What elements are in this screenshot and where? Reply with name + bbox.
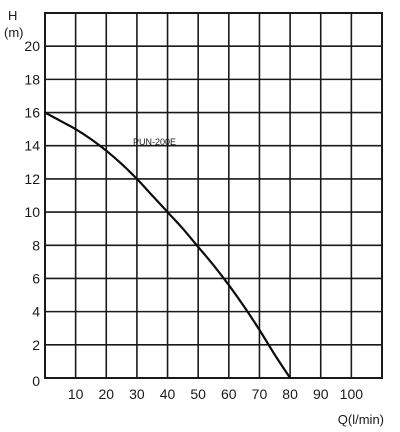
x-tick-label: 30 [129, 386, 145, 402]
chart-grid [44, 12, 383, 379]
y-tick-label: 4 [32, 304, 40, 320]
y-tick-label: 14 [24, 138, 40, 154]
y-tick-label: 8 [32, 237, 40, 253]
y-tick-label: 0 [32, 373, 40, 389]
y-tick-label: 20 [24, 38, 40, 54]
chart-labels: 10 20 30 40 50 60 70 80 90 100 0 2 4 6 8 10 12 14 16 18 20 [24, 38, 363, 402]
x-tick-label: 80 [282, 386, 298, 402]
x-tick-label: 100 [340, 386, 364, 402]
x-axis-label: Q(l/min) [338, 412, 384, 427]
series-line-0 [43, 111, 292, 380]
y-tick-label: 2 [32, 337, 40, 353]
x-tick-label: 90 [313, 386, 329, 402]
y-axis-unit-label: (m) [4, 25, 24, 40]
x-tick-label: 20 [98, 386, 114, 402]
chart-series [43, 111, 292, 380]
y-tick-label: 16 [24, 105, 40, 121]
y-tick-label: 12 [24, 171, 40, 187]
x-tick-label: 60 [221, 386, 237, 402]
y-tick-label: 18 [24, 71, 40, 87]
x-tick-label: 70 [252, 386, 268, 402]
plot-frame [44, 12, 383, 379]
x-tick-label: 40 [160, 386, 176, 402]
y-tick-label: 6 [32, 270, 40, 286]
x-tick-label: 10 [68, 386, 84, 402]
y-tick-label: 10 [24, 204, 40, 220]
series-label-pun-200e: PUN-200E [133, 137, 176, 147]
x-tick-label: 50 [190, 386, 206, 402]
y-axis-label: H [8, 8, 17, 23]
